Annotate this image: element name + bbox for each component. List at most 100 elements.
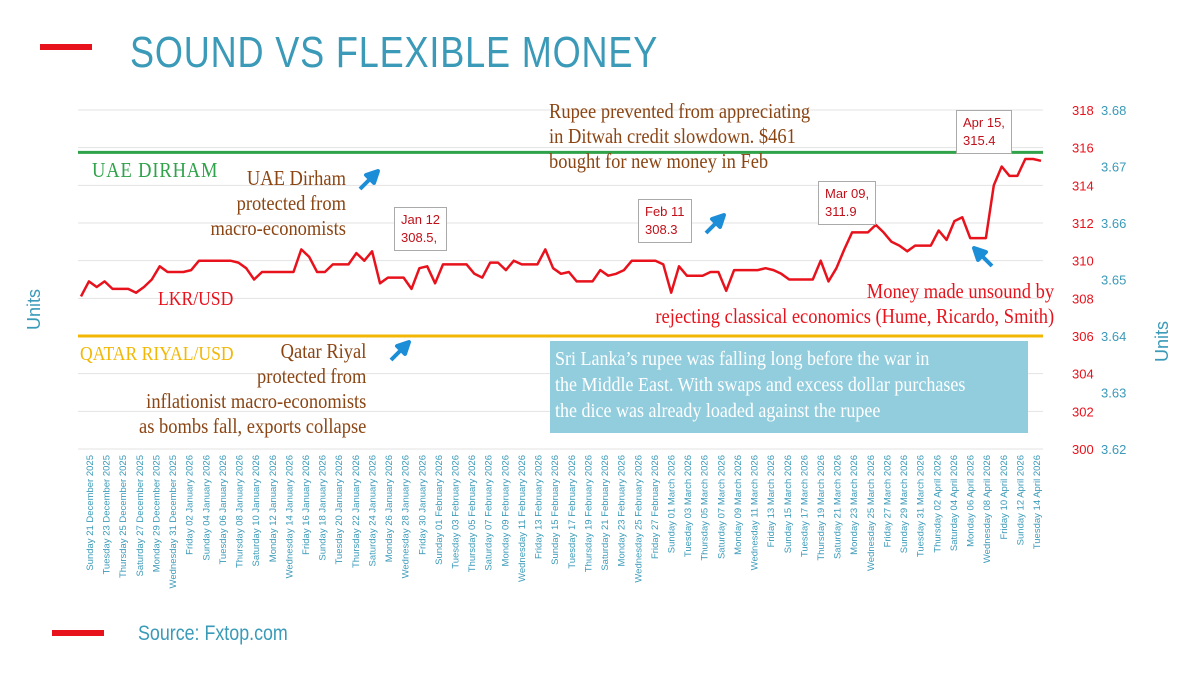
x-tick-label: Friday 02 January 2026 — [185, 455, 196, 555]
x-tick-label: Friday 13 February 2026 — [534, 455, 545, 559]
x-tick-label: Tuesday 03 March 2026 — [683, 455, 694, 557]
arrow-up-right-icon — [358, 169, 380, 191]
x-tick-label: Tuesday 31 March 2026 — [916, 455, 927, 557]
x-tick-label: Saturday 07 February 2026 — [484, 455, 495, 571]
x-tick-label: Sunday 01 February 2026 — [434, 455, 445, 565]
x-tick-label: Thursday 02 April 2026 — [932, 455, 943, 553]
y-tick-label-right: 3.64 — [1101, 329, 1126, 344]
y-tick-label-right: 3.62 — [1101, 442, 1126, 457]
y-tick-label-left: 302 — [1072, 404, 1094, 419]
x-tick-label: Saturday 27 December 2025 — [135, 455, 146, 576]
x-tick-label: Wednesday 25 February 2026 — [633, 455, 644, 583]
x-tick-label: Thursday 19 February 2026 — [583, 455, 594, 572]
x-tick-label: Tuesday 20 January 2026 — [334, 455, 345, 565]
x-tick-label: Wednesday 11 February 2026 — [517, 455, 528, 582]
callout-apr15: Apr 15, 315.4 — [956, 110, 1012, 154]
y-tick-label-left: 304 — [1072, 367, 1094, 382]
x-tick-label: Tuesday 06 January 2026 — [218, 455, 229, 565]
y-axis-title-right: Units — [1152, 320, 1172, 362]
callout-mar09: Mar 09, 311.9 — [818, 181, 877, 225]
x-tick-label: Tuesday 23 December 2025 — [102, 455, 113, 575]
x-tick-label: Saturday 21 February 2026 — [600, 455, 611, 571]
arrow-up-left-icon — [972, 246, 994, 268]
uae-protected-annotation: UAE Dirham protected from macro-economis… — [210, 166, 346, 240]
x-tick-label: Sunday 15 March 2026 — [783, 455, 794, 553]
x-tick-label: Friday 30 January 2026 — [417, 455, 428, 555]
x-tick-label: Wednesday 31 December 2025 — [168, 455, 179, 588]
x-tick-label: Tuesday 14 April 2026 — [1032, 455, 1043, 549]
x-tick-label: Tuesday 17 February 2026 — [567, 455, 578, 569]
x-tick-label: Thursday 08 January 2026 — [235, 455, 246, 568]
y-tick-label-right: 3.68 — [1101, 103, 1126, 118]
x-tick-label: Saturday 04 April 2026 — [949, 455, 960, 551]
source-accent-bar — [52, 630, 104, 636]
x-tick-label: Monday 23 February 2026 — [617, 455, 628, 566]
uae-dirham-label: UAE DIRHAM — [92, 158, 219, 182]
x-tick-label: Wednesday 28 January 2026 — [401, 455, 412, 578]
x-tick-label: Sunday 18 January 2026 — [318, 455, 329, 561]
source-text: Source: Fxtop.com — [138, 622, 288, 645]
lkr-usd-series-line — [79, 157, 1042, 297]
x-tick-label: Tuesday 03 February 2026 — [451, 455, 462, 569]
x-tick-label: Thursday 19 March 2026 — [816, 455, 827, 561]
callout-jan12: Jan 12 308.5, — [394, 207, 448, 251]
rupee-prevented-annotation: Rupee prevented from appreciating in Dit… — [549, 99, 811, 173]
qatar-riyal-label: QATAR RIYAL/USD — [80, 343, 234, 365]
x-tick-label: Sunday 01 March 2026 — [666, 455, 677, 553]
x-tick-label: Wednesday 08 April 2026 — [982, 455, 993, 563]
x-tick-label: Friday 27 March 2026 — [882, 455, 893, 547]
x-tick-label: Sunday 29 March 2026 — [899, 455, 910, 553]
note-box — [550, 341, 1028, 433]
y-tick-label-right: 3.65 — [1101, 273, 1126, 288]
x-tick-label: Saturday 21 March 2026 — [833, 455, 844, 559]
x-tick-label: Monday 26 January 2026 — [384, 455, 395, 562]
y-axis-title-left: Units — [24, 288, 44, 330]
x-tick-label: Thursday 25 December 2025 — [118, 455, 129, 578]
x-tick-label: Monday 29 December 2025 — [151, 455, 162, 572]
y-tick-label-left: 314 — [1072, 178, 1094, 193]
y-tick-label-left: 300 — [1072, 442, 1094, 457]
x-tick-label: Thursday 05 March 2026 — [700, 455, 711, 561]
x-tick-label: Wednesday 25 March 2026 — [866, 455, 877, 571]
callout-feb11: Feb 11 308.3 — [638, 199, 692, 243]
y-tick-label-right: 3.66 — [1101, 216, 1126, 231]
x-tick-label: Sunday 04 January 2026 — [201, 455, 212, 561]
x-tick-label: Monday 09 February 2026 — [500, 455, 511, 566]
x-tick-label: Monday 09 March 2026 — [733, 455, 744, 555]
y-tick-label-left: 318 — [1072, 103, 1094, 118]
x-tick-label: Monday 06 April 2026 — [966, 455, 977, 547]
title-accent-bar — [40, 44, 92, 50]
page-title: SOUND VS FLEXIBLE MONEY — [130, 28, 659, 77]
x-tick-label: Saturday 07 March 2026 — [716, 455, 727, 559]
x-tick-label: Friday 16 January 2026 — [301, 455, 312, 555]
qatar-protected-annotation: Qatar Riyal protected from inflationist … — [138, 339, 366, 438]
x-tick-label: Thursday 05 February 2026 — [467, 455, 478, 572]
y-tick-label-left: 306 — [1072, 329, 1094, 344]
x-tick-label: Friday 10 April 2026 — [999, 455, 1010, 540]
x-tick-label: Sunday 12 April 2026 — [1015, 455, 1026, 545]
y-tick-label-right: 3.63 — [1101, 386, 1126, 401]
x-tick-label: Sunday 15 February 2026 — [550, 455, 561, 565]
unsound-annotation: Money made unsound by rejecting classica… — [655, 279, 1054, 328]
x-tick-label: Wednesday 11 March 2026 — [750, 455, 761, 570]
arrow-up-right-icon — [704, 213, 726, 235]
x-tick-label: Saturday 24 January 2026 — [367, 455, 378, 566]
arrow-up-right-icon — [389, 340, 411, 362]
y-tick-label-left: 316 — [1072, 141, 1094, 156]
note-text: Sri Lanka’s rupee was falling long befor… — [555, 348, 966, 422]
y-tick-label-right: 3.67 — [1101, 160, 1126, 175]
x-tick-label: Wednesday 14 January 2026 — [284, 455, 295, 578]
x-tick-label: Friday 13 March 2026 — [766, 455, 777, 547]
y-tick-label-left: 308 — [1072, 291, 1094, 306]
x-tick-label: Thursday 22 January 2026 — [351, 455, 362, 568]
x-tick-label: Tuesday 17 March 2026 — [799, 455, 810, 557]
x-tick-label: Sunday 21 December 2025 — [85, 455, 96, 571]
x-tick-label: Friday 27 February 2026 — [650, 455, 661, 559]
x-tick-label: Monday 23 March 2026 — [849, 455, 860, 555]
x-tick-label: Monday 12 January 2026 — [268, 455, 279, 562]
x-tick-label: Saturday 10 January 2026 — [251, 455, 262, 566]
lkr-usd-label: LKR/USD — [158, 288, 234, 310]
y-tick-label-left: 312 — [1072, 216, 1094, 231]
